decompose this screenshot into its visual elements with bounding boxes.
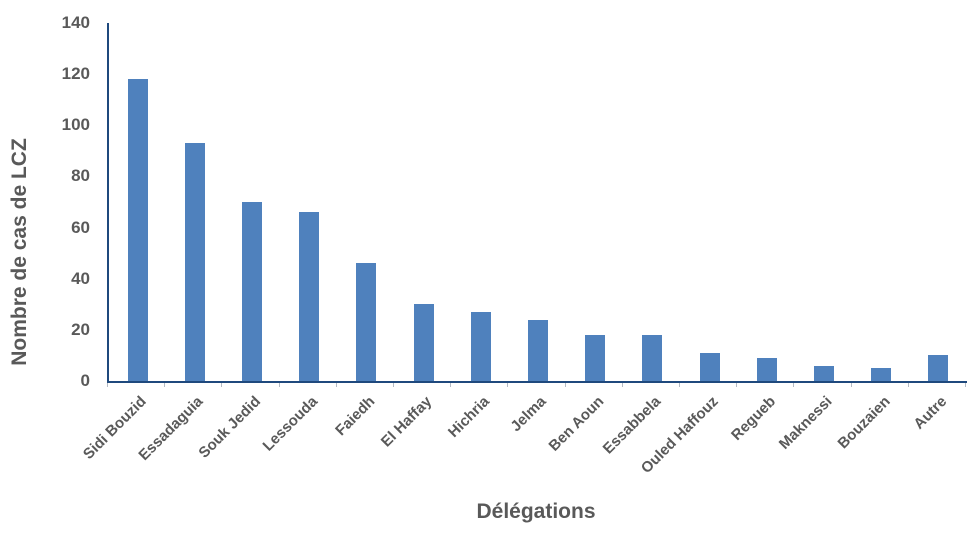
bar-slot xyxy=(223,23,280,381)
x-axis-tick xyxy=(907,383,909,387)
x-axis-tick-marks xyxy=(107,383,966,389)
bar-slot xyxy=(567,23,624,381)
y-tick-label: 100 xyxy=(61,115,90,135)
x-category-label: Hichria xyxy=(444,393,493,441)
bar-slot xyxy=(509,23,566,381)
bar xyxy=(413,304,434,381)
x-axis-tick xyxy=(450,383,452,387)
bar xyxy=(585,334,606,381)
x-category-label: Jelma xyxy=(507,393,551,436)
x-category-label: Bouzaien xyxy=(834,393,894,453)
bar-slot xyxy=(281,23,338,381)
x-axis-tick xyxy=(736,383,738,387)
y-tick-label: 40 xyxy=(71,268,90,288)
x-category-label: Autre xyxy=(910,393,951,433)
x-axis-tick xyxy=(221,383,223,387)
y-axis-tick-labels: 0 20 40 60 80 100 120 140 xyxy=(0,13,90,390)
y-tick-label: 0 xyxy=(80,371,90,390)
bar-slot xyxy=(395,23,452,381)
x-axis-tick xyxy=(564,383,566,387)
x-axis-tick xyxy=(393,383,394,387)
x-category-label: Souk Jedid xyxy=(195,393,265,462)
x-axis-tick xyxy=(335,383,337,387)
x-category-label: Lessouda xyxy=(259,393,322,455)
y-tick-label: 20 xyxy=(71,319,90,339)
y-tick-label: 140 xyxy=(61,13,90,32)
x-category-label: Regueb xyxy=(727,393,779,444)
bar xyxy=(470,311,491,381)
bar-slot xyxy=(624,23,681,381)
bar xyxy=(871,368,892,381)
bar xyxy=(756,358,777,381)
x-category-label: Maknessi xyxy=(776,393,837,453)
bar-slot xyxy=(738,23,795,381)
bar xyxy=(528,319,549,381)
x-axis-tick xyxy=(278,383,280,387)
bar-slot xyxy=(853,23,910,381)
bar-slot xyxy=(910,23,967,381)
bar xyxy=(127,79,148,381)
bar xyxy=(642,334,663,381)
x-axis-title: Délégations xyxy=(476,500,596,523)
bar xyxy=(184,143,205,381)
x-axis-tick xyxy=(965,383,966,387)
x-axis-tick xyxy=(679,383,680,387)
y-tick-label: 60 xyxy=(71,217,90,237)
bar xyxy=(356,263,377,381)
x-axis-tick xyxy=(164,383,166,387)
bar xyxy=(699,352,720,381)
bar-slot xyxy=(681,23,738,381)
x-axis-tick xyxy=(107,383,108,387)
x-category-label: Ben Aoun xyxy=(545,393,608,455)
bar xyxy=(928,355,949,381)
plot-area xyxy=(107,23,967,383)
x-category-label: Faiedh xyxy=(332,393,379,440)
bar-slot xyxy=(795,23,852,381)
x-axis-category-labels: Sidi Bouzid Essadaguia Souk Jedid Lessouda F… xyxy=(80,387,965,497)
bar-slot xyxy=(452,23,509,381)
x-axis-tick xyxy=(793,383,795,387)
y-tick-label: 120 xyxy=(61,64,90,84)
bar-slot xyxy=(109,23,166,381)
x-category-label: El Haffay xyxy=(378,393,436,451)
x-axis-tick xyxy=(850,383,852,387)
y-tick-label: 80 xyxy=(71,166,90,186)
x-axis-tick xyxy=(507,383,509,387)
x-axis-tick xyxy=(621,383,623,387)
bar-slot xyxy=(338,23,395,381)
bar xyxy=(299,212,320,381)
bar-slot xyxy=(166,23,223,381)
bars-container xyxy=(109,23,967,381)
bar xyxy=(242,202,262,381)
bar xyxy=(814,365,835,381)
